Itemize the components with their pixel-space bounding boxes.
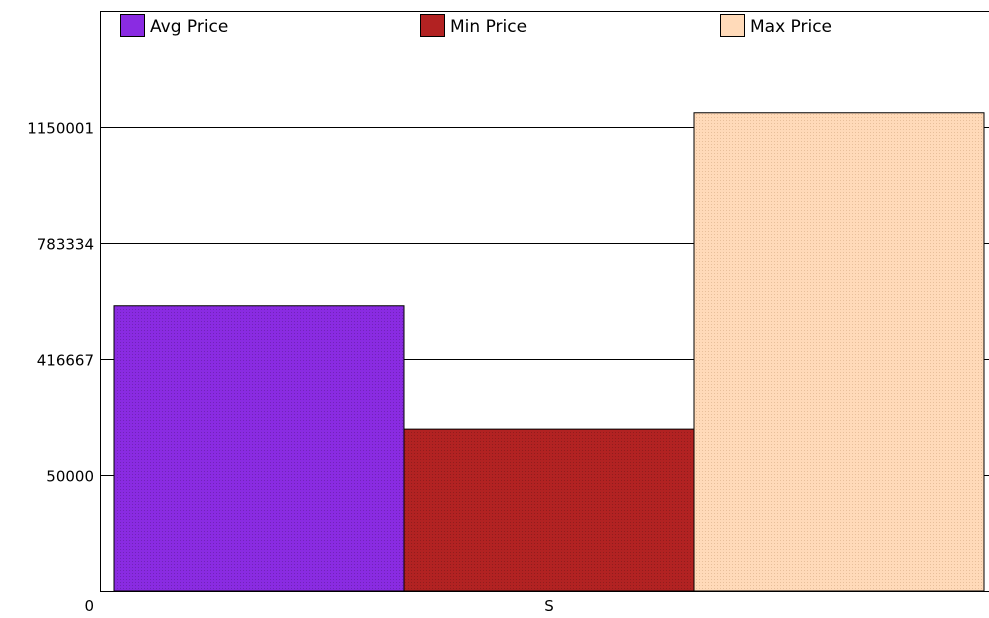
x-axis-tick-labels: S [544,597,554,615]
y-tick-label: 783334 [37,236,94,254]
legend-swatch [120,14,145,37]
bar-texture [115,306,403,591]
legend-swatch [420,14,445,37]
axes [100,11,989,592]
legend: Avg Price Min Price Max Price [120,14,832,37]
legend-label: Min Price [450,17,527,37]
bar-texture [695,113,983,591]
y-tick-label: 50000 [46,468,94,486]
y-tick-label: 1150001 [27,120,94,138]
bars [113,112,985,592]
legend-label: Avg Price [150,17,228,37]
y-tick-label: 416667 [37,352,94,370]
legend-swatch [720,14,745,37]
x-tick-label: S [544,597,554,614]
y-tick-label: 0 [84,597,94,614]
legend-label: Max Price [750,17,832,37]
y-axis-tick-labels: 0 50000 416667 783334 1150001 [27,120,94,616]
bar-texture [405,430,693,591]
